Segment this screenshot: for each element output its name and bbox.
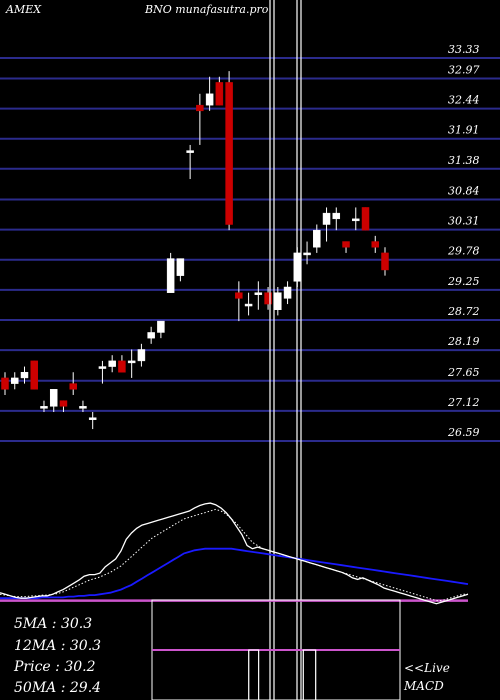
candle-body-up (79, 406, 87, 409)
candle-body-down (235, 292, 243, 299)
candle-body-up (303, 252, 311, 256)
candle-body-up (20, 371, 29, 379)
candle-body-up (40, 406, 48, 409)
candle-body-up (108, 360, 116, 367)
macd-panel (151, 599, 401, 700)
candle-body-down (1, 377, 9, 390)
y-tick-label: 32.97 (448, 63, 480, 76)
y-tick-label: 28.19 (447, 335, 480, 348)
candle-body-down (30, 360, 38, 390)
macd-live-label: <<Live (404, 661, 450, 675)
ma5-stat: 5MA : 30.3 (14, 616, 92, 632)
candle-body-up (322, 212, 331, 225)
macd-pulse (302, 649, 317, 700)
y-tick-label: 26.59 (447, 426, 480, 439)
y-tick-label: 30.31 (448, 215, 480, 228)
candle-body-down (69, 383, 77, 390)
indicator-lines (0, 502, 469, 605)
y-tick-label: 29.78 (447, 245, 480, 258)
candle-body-down (225, 82, 233, 225)
candle-body-up (176, 258, 185, 276)
price-stat: Price : 30.2 (13, 659, 96, 675)
macd-pulse (248, 649, 260, 700)
ma12-stat: 12MA : 30.3 (14, 638, 101, 654)
y-axis-ticks: 33.33 32.97 32.44 31.91 31.38 30.84 30.31 29.78… (447, 43, 480, 439)
macd-name-label: MACD (403, 679, 444, 693)
indicator-white-fast-line (0, 502, 469, 605)
indicator-blue-line (0, 547, 469, 600)
indicator-white-dotted-line (0, 508, 468, 602)
vertical-markers (269, 0, 302, 700)
candle-body-down (342, 241, 350, 248)
y-tick-label: 33.33 (448, 43, 480, 56)
candle-body-down (361, 207, 370, 231)
exchange-label: AMEX (5, 3, 42, 16)
candle-body-up (98, 366, 107, 369)
candle-body-up (147, 332, 155, 339)
candle-body-up (283, 286, 292, 299)
candle-body-up (137, 349, 146, 362)
candle-body-up (274, 292, 282, 310)
candle-body-down (59, 400, 68, 407)
symbol-site-label: BNO munafasutra.pro (144, 3, 269, 16)
candle-body-up (332, 212, 341, 220)
y-tick-label: 32.44 (448, 94, 480, 107)
y-tick-label: 31.38 (448, 154, 480, 167)
candle-body-down (215, 82, 224, 106)
candle-body-down (371, 241, 380, 248)
y-tick-label: 30.84 (448, 184, 480, 197)
grid-lines (0, 57, 500, 442)
candle-body-up (352, 218, 360, 222)
candle-body-up (49, 389, 58, 407)
y-tick-label: 31.91 (448, 124, 480, 137)
candle-body-up (166, 258, 175, 293)
candle-body-up (127, 360, 136, 364)
y-tick-label: 27.65 (447, 366, 480, 379)
candle-body-up (10, 377, 19, 384)
candle-body-down (118, 360, 126, 373)
candles (1, 71, 389, 430)
candle-body-down (381, 252, 389, 271)
candle-body-down (264, 292, 272, 305)
candle-body-up (244, 303, 253, 307)
candle-body-down (196, 104, 204, 112)
candle-body-up (157, 320, 165, 333)
candle-body-up (254, 292, 263, 295)
ma50-stat: 50MA : 29.4 (14, 680, 101, 696)
y-tick-label: 27.12 (447, 396, 480, 409)
candle-body-up (88, 417, 97, 420)
candle-body-up (313, 229, 321, 248)
candle-body-up (205, 93, 214, 106)
y-tick-label: 29.25 (447, 275, 480, 288)
candle-body-up (186, 150, 194, 153)
y-tick-label: 28.72 (447, 305, 480, 318)
